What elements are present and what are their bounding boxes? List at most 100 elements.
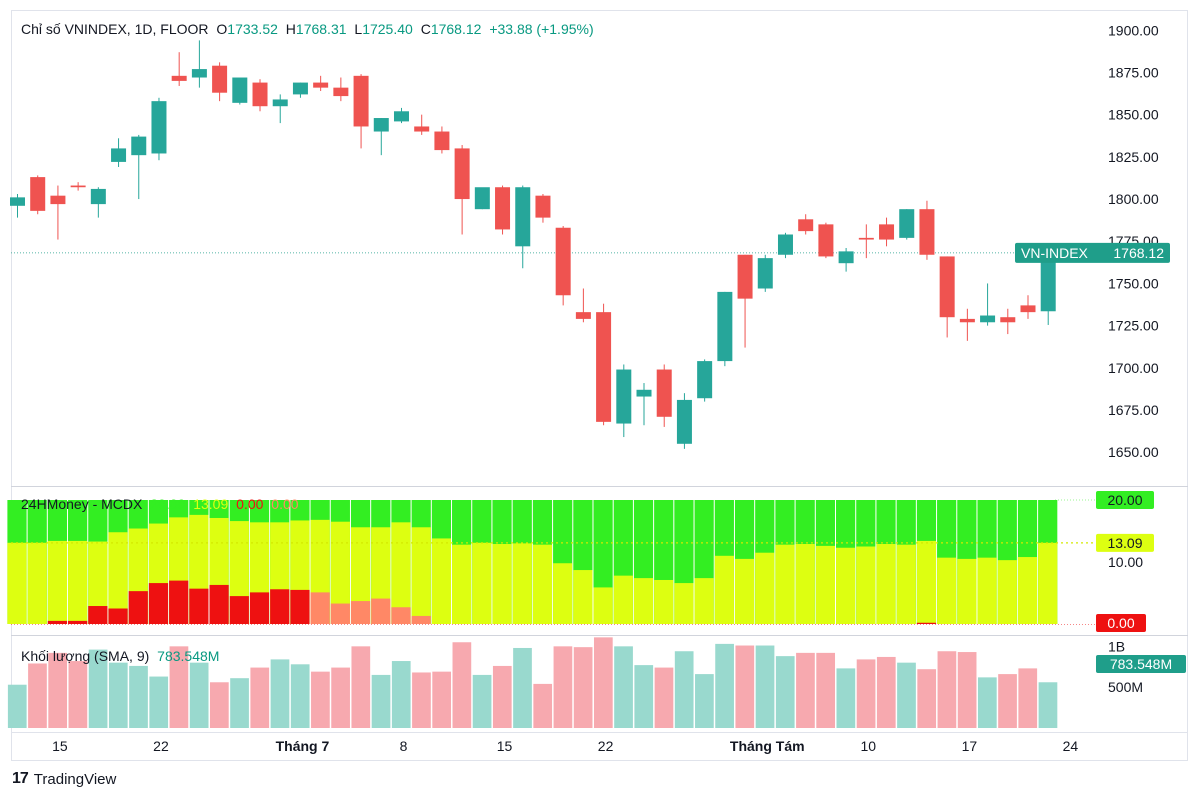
volume-bar [7,684,27,728]
candle [1040,252,1056,325]
candle-body [70,185,86,188]
time-tick-label: Tháng 7 [276,738,330,754]
candle [737,254,753,348]
candle-body [90,188,106,205]
candle-body [980,315,996,323]
candle-body [575,312,591,319]
price-tick-label: 1725.00 [1108,318,1159,334]
candle-body [717,291,733,362]
mcdx-yellow-bar [68,540,88,624]
volume-bar [695,674,714,728]
mcdx-salmon-bar [330,603,350,624]
candle-body [838,251,854,264]
candle [373,118,389,156]
candle-body [474,187,490,210]
candle-body [454,148,470,200]
mcdx-salmon-bar [310,592,330,624]
price-tick-label: 1900.00 [1108,22,1159,38]
candle-body [616,369,632,424]
time-tick-label: 15 [52,738,68,754]
mcdx-salmon-bar [350,601,371,624]
mcdx-tick-label: 10.00 [1108,554,1143,570]
candle-body [858,237,874,240]
mcdx-red-bar [148,583,169,624]
mcdx-salmon-bar [391,607,411,624]
mcdx-yellow-bar [856,546,876,624]
volume-bar [129,665,148,728]
volume-bar [209,682,229,728]
candle [252,79,268,112]
time-tick-label: 10 [861,738,877,754]
price-tick-label: 1650.00 [1108,444,1159,460]
volume-bar [593,637,613,728]
candle-body [333,87,349,97]
time-tick-label: 22 [598,738,614,754]
volume-value-label: 783.548M [1110,656,1172,672]
volume-bar [998,674,1017,728]
candle-body [535,195,551,218]
mcdx-yellow-bar [431,538,452,624]
candle-body [757,258,773,289]
volume-tick-1b: 1B [1108,638,1125,654]
mcdx-yellow-bar [775,544,795,624]
mcdx-yellow-bar [350,527,371,624]
candle [434,126,450,154]
candle-body [636,389,652,397]
mcdx-red-bar [128,591,148,624]
mcdx-yellow-bar [452,544,472,624]
volume-bar [634,665,654,728]
mcdx-yellow-bar [734,558,755,624]
last-price-label-value: 1768.12 [1113,245,1164,261]
legend-open-value: 1733.52 [227,21,278,37]
mcdx-yellow-bar [472,542,492,624]
volume-bar [553,646,573,728]
mcdx-yellow-bar [674,583,694,624]
mcdx-yellow-bar [512,543,532,624]
legend-title: Chỉ số VNINDEX, 1D, FLOOR [21,21,209,37]
volume-bar [957,652,977,728]
legend-high-label: H [285,21,296,37]
candle-body [30,177,46,211]
candle [879,217,895,247]
mcdx-red-bar [88,606,108,624]
price-tick-label: 1750.00 [1108,275,1159,291]
mcdx-legend-value-1: 20.00 [150,496,186,512]
candle [474,187,490,210]
volume-bar [755,645,775,728]
price-tick-label: 1875.00 [1108,64,1159,80]
mcdx-yellow-bar [7,542,27,624]
candle-body [555,227,571,296]
chart-border [11,10,1188,761]
mcdx-yellow-bar [755,552,775,624]
volume-bar [351,646,371,728]
mcdx-yellow-bar [613,575,633,624]
volume-bar [472,674,492,728]
tradingview-footer[interactable]: 17 TradingView [12,770,116,788]
candle-body [131,136,147,156]
mcdx-red-bar [209,584,229,624]
mcdx-yellow-bar [957,558,977,624]
legend-open-label: O [216,21,228,37]
volume-bar [1018,668,1038,728]
mcdx-red-bar [47,620,68,624]
volume-bar [977,677,997,728]
volume-bar [1038,682,1058,728]
volume-bar [290,664,310,728]
volume-bar [876,656,896,728]
volume-bar [715,643,734,728]
mcdx-yellow-bar [391,522,411,624]
candle-body [939,256,955,318]
legend-change: +33.88 (+1.95%) [489,21,594,37]
mcdx-yellow-bar [937,557,957,624]
price-axis: 1900.001875.001850.001825.001800.001775.… [11,22,1159,460]
candle-body [212,65,228,93]
candle [151,97,167,161]
mcdx-red-bar [229,596,249,624]
candle-body [252,82,268,107]
volume-bar [371,674,391,728]
mcdx-zero-label: 0.00 [1107,615,1134,631]
volume-bar [775,656,795,728]
mcdx-yellow-bar [815,545,836,624]
volume-bar [68,661,88,728]
candle [636,383,652,426]
